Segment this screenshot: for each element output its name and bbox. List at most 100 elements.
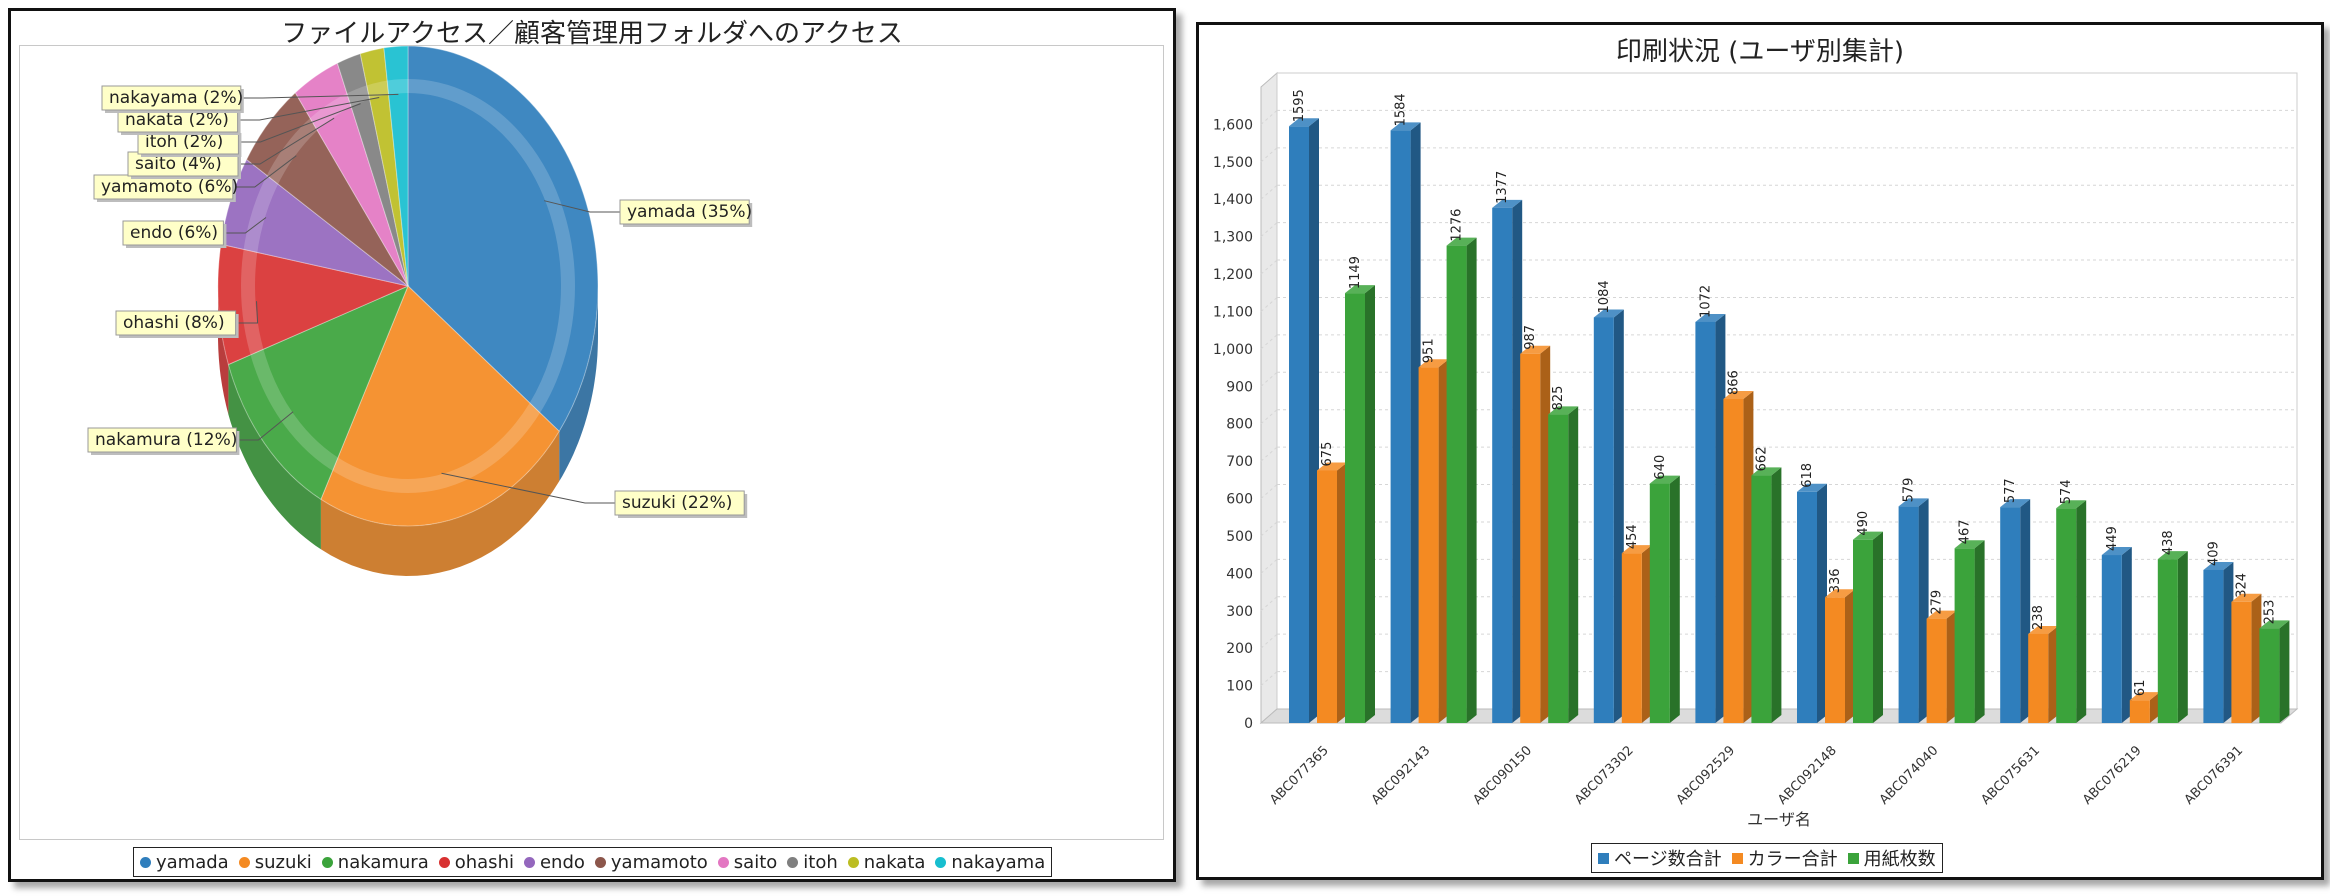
bar-value-label: 1595 xyxy=(1292,89,1307,122)
bar-legend: ページ数合計 カラー合計 用紙枚数 xyxy=(1591,843,1943,873)
pie-chart-title: ファイルアクセス／顧客管理用フォルダへのアクセス xyxy=(281,19,903,49)
bar-category-label: ABC092148 xyxy=(1775,743,1840,808)
bar-ytick-label: 900 xyxy=(1226,379,1253,395)
bar-ytick-label: 300 xyxy=(1226,604,1253,620)
pie-label-box-nakamura xyxy=(87,427,237,453)
bar-legend-label: 用紙枚数 xyxy=(1863,849,1936,870)
bar-ABC092529-1: 866 xyxy=(1723,370,1754,723)
pie-legend-item-yamada: yamada xyxy=(140,852,229,873)
bar-value-label: 454 xyxy=(1625,524,1640,549)
bar-legend-item: カラー合計 xyxy=(1731,845,1838,871)
pie-legend: yamada suzuki nakamura ohashi endo yamamoto sa… xyxy=(133,847,1053,877)
pie-legend-item-nakamura: nakamura xyxy=(321,851,429,873)
bar-value-label: 951 xyxy=(1422,338,1437,363)
bar-ABC092143-1: 951 xyxy=(1418,338,1449,723)
bar-ABC090150-2: 825 xyxy=(1548,386,1579,723)
bar-category-label: ABC073302 xyxy=(1572,743,1637,808)
bar-value-label: 279 xyxy=(1930,590,1945,615)
pie-leader-yamada xyxy=(544,200,620,213)
bar-ytick-label: 1,400 xyxy=(1213,192,1253,208)
bar-ABC075631-0: 577 xyxy=(2000,478,2031,723)
bar-value-label: 1084 xyxy=(1597,280,1612,313)
bar-ytick-label: 400 xyxy=(1226,566,1253,582)
bar-ytick-label: 100 xyxy=(1226,679,1253,695)
pie-leader-endo xyxy=(223,217,267,234)
bar-value-label: 467 xyxy=(1958,519,1973,544)
bar-value-label: 577 xyxy=(2003,478,2018,503)
pie-legend-item-yamamoto: yamamoto xyxy=(594,851,708,873)
pie-slice-itoh xyxy=(336,53,409,287)
pie-legend-label-nakamura: nakamura xyxy=(337,851,429,873)
bar-svg: 0 100 200 300 400 500 600 700 800 900 1,000 1,100 1,… xyxy=(1213,71,2299,829)
pie-legend-label-itoh: itoh xyxy=(803,851,838,873)
pie-labels: yamada (35%) suzuki (22%) nakamura (12%) oh… xyxy=(87,85,753,518)
pie-label-box-nakayama xyxy=(101,85,242,111)
pie-label-box-yamada xyxy=(619,199,750,225)
bar-ABC073302-1: 454 xyxy=(1621,524,1652,723)
bar-ytick-label: 600 xyxy=(1226,492,1253,508)
bar-value-label: 238 xyxy=(2031,605,2046,630)
pie-svg: yamada (35%) suzuki (22%) nakamura (12%) oh… xyxy=(87,46,753,576)
bar-category-label: ABC090150 xyxy=(1470,743,1535,808)
bar-legend-item: ページ数合計 xyxy=(1598,845,1722,871)
bar-ABC074040-1: 279 xyxy=(1926,590,1957,723)
bar-category-label: ABC075631 xyxy=(1978,743,2043,808)
bar-ABC090150-1: 987 xyxy=(1520,325,1551,723)
pie-legend-label-suzuki: suzuki xyxy=(254,851,312,873)
pie-legend-label-yamamoto: yamamoto xyxy=(610,851,708,873)
bar-ABC077365-1: 675 xyxy=(1317,442,1347,723)
pie-label-itoh: itoh (2%) xyxy=(145,132,223,152)
bar-ytick-label: 700 xyxy=(1226,454,1253,470)
pie-leader-suzuki xyxy=(441,472,615,504)
pie-highlight xyxy=(241,79,575,493)
bar-chart-title: 印刷状況 (ユーザ別集計) xyxy=(1615,37,1905,67)
pie-leader-nakamura xyxy=(236,411,294,441)
pie-legend-label-nakata: nakata xyxy=(863,851,926,873)
pie-label-ohashi: ohashi (8%) xyxy=(123,313,225,333)
pie-side-suzuki xyxy=(320,431,560,576)
bar-ABC092143-0: 1584 xyxy=(1390,93,1421,723)
bar-ytick-label: 500 xyxy=(1226,529,1253,545)
pie-slice-yamada xyxy=(407,46,599,433)
pie-label-suzuki: suzuki (22%) xyxy=(622,493,732,513)
pie-label-yamada: yamada (35%) xyxy=(627,202,752,222)
pie-legend-label-saito: saito xyxy=(733,851,778,873)
pie-legend-item-itoh: itoh xyxy=(787,851,838,873)
pie-label-box-suzuki xyxy=(614,490,745,516)
bar-ABC073302-2: 640 xyxy=(1649,455,1680,723)
pie-legend-marker-nakamura xyxy=(321,856,333,868)
bar-legend-marker xyxy=(1731,852,1743,864)
bar-value-label: 449 xyxy=(2105,526,2120,551)
pie-legend-marker-nakata xyxy=(847,856,859,868)
bar-ABC092529-0: 1072 xyxy=(1695,285,1726,723)
bar-value-label: 579 xyxy=(1902,478,1917,503)
bar-value-label: 987 xyxy=(1523,325,1538,350)
bar-legend-marker xyxy=(1598,852,1609,864)
bar-value-label: 336 xyxy=(1828,568,1843,593)
pie-side-nakamura xyxy=(228,364,321,550)
bar-category-label: ABC077365 xyxy=(1267,743,1332,808)
bar-value-label: 1276 xyxy=(1450,209,1465,242)
pie-slice-nakamura xyxy=(227,285,409,501)
bar-category-label: ABC092143 xyxy=(1369,743,1434,808)
pie-label-saito: saito (4%) xyxy=(135,154,222,174)
pie-leader-saito xyxy=(238,117,335,165)
pie-slice-saito xyxy=(294,62,409,287)
bar-ABC075631-2: 574 xyxy=(2056,479,2087,723)
bar-ABC092529-2: 662 xyxy=(1751,447,1782,723)
pie-chart-panel: ファイルアクセス／顧客管理用フォルダへのアクセス yamada (35%) suz… xyxy=(8,8,1176,882)
pie-slice-ohashi xyxy=(217,243,410,366)
bar-category-label: ABC074040 xyxy=(1877,743,1942,808)
bar-value-label: 662 xyxy=(1754,447,1769,472)
bar-ABC076391-0: 409 xyxy=(2203,541,2234,723)
bar-xaxis-title: ユーザ名 xyxy=(1747,810,1811,829)
bar-ABC074040-0: 579 xyxy=(1898,478,1929,723)
pie-legend-marker-nakayama xyxy=(935,856,947,868)
pie-legend-marker-saito xyxy=(717,856,729,868)
bar-ABC092148-0: 618 xyxy=(1797,463,1827,723)
pie-legend-item-saito: saito xyxy=(717,851,778,873)
bar-legend-label: カラー合計 xyxy=(1747,849,1838,870)
bar-category-label: ABC076219 xyxy=(2080,743,2145,808)
pie-leader-nakayama xyxy=(240,93,399,99)
pie-slice-yamamoto xyxy=(245,91,409,287)
